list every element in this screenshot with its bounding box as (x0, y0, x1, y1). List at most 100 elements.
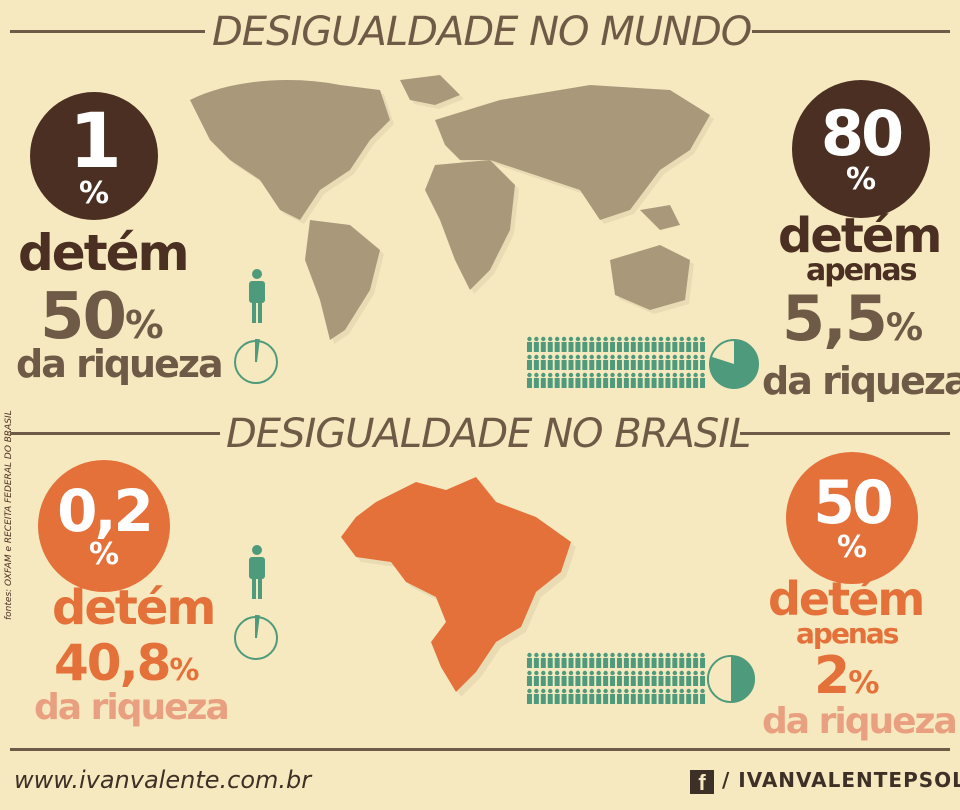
person-icon (623, 688, 629, 704)
world-left-person-icon (249, 269, 265, 323)
person-icon (582, 688, 588, 704)
person-icon (700, 336, 706, 352)
person-icon (616, 336, 622, 352)
person-icon (610, 372, 616, 388)
person-icon (623, 372, 629, 388)
person-icon (589, 670, 595, 686)
brazil-section-title: DESIGUALDADE NO BRASIL (226, 411, 751, 457)
person-icon (533, 372, 539, 388)
person-icon (637, 670, 643, 686)
person-icon (547, 688, 553, 704)
brazil-title-rule-left (10, 432, 220, 435)
person-icon (603, 336, 609, 352)
person-icon (644, 354, 650, 370)
person-icon (658, 652, 664, 668)
person-icon (554, 688, 560, 704)
person-icon (665, 652, 671, 668)
person-icon (533, 354, 539, 370)
person-icon (603, 688, 609, 704)
world-right-percent-circle: 80 % (792, 80, 930, 218)
person-icon (623, 652, 629, 668)
brazil-left-percent-sign: % (88, 537, 120, 572)
world-right-share-sign: % (885, 305, 924, 349)
person-icon (603, 372, 609, 388)
person-icon (679, 670, 685, 686)
brazil-left-percent-value: 0,2 (57, 477, 154, 545)
brazil-crowd-icons (526, 652, 706, 704)
person-icon (561, 652, 567, 668)
person-icon (665, 336, 671, 352)
person-icon (651, 354, 657, 370)
brazil-left-suffix: da riqueza (34, 687, 230, 728)
person-icon (637, 688, 643, 704)
person-icon (665, 372, 671, 388)
person-icon (582, 354, 588, 370)
person-icon (679, 652, 685, 668)
website-link[interactable]: www.ivanvalente.com.br (14, 766, 312, 794)
person-icon (693, 652, 699, 668)
person-icon (637, 336, 643, 352)
world-left-percent-sign: % (78, 176, 110, 211)
person-icon (693, 336, 699, 352)
brazil-left-share: 40,8% (54, 638, 199, 688)
brazil-left-verb: detém (52, 580, 216, 636)
world-right-pie-slice (710, 340, 758, 388)
person-icon (616, 372, 622, 388)
person-icon (568, 354, 574, 370)
person-icon (540, 688, 546, 704)
world-map (190, 75, 714, 344)
person-icon (610, 354, 616, 370)
brazil-right-share: 2% (814, 650, 879, 702)
person-icon (700, 670, 706, 686)
person-icon (679, 688, 685, 704)
person-icon (526, 670, 532, 686)
brazil-right-share-sign: % (848, 665, 880, 701)
person-icon (575, 670, 581, 686)
person-icon (568, 336, 574, 352)
person-icon (644, 670, 650, 686)
person-icon (693, 670, 699, 686)
person-icon (651, 688, 657, 704)
person-icon (540, 670, 546, 686)
brazil-left-person-icon (249, 545, 265, 599)
person-icon (533, 688, 539, 704)
person-icon (616, 652, 622, 668)
brazil-title-rule-right (740, 432, 950, 435)
person-icon (575, 652, 581, 668)
person-icon (554, 670, 560, 686)
person-icon (700, 688, 706, 704)
social-handle[interactable]: / IVANVALENTEPSOL (722, 768, 960, 792)
person-icon (540, 652, 546, 668)
person-icon (630, 688, 636, 704)
world-left-percent-circle: 1 % (30, 92, 158, 220)
world-right-share-value: 5,5 (782, 282, 888, 355)
person-icon (610, 670, 616, 686)
world-left-suffix: da riqueza (16, 342, 224, 386)
brazil-right-pie-chart (706, 654, 756, 704)
brazil-right-percent-circle: 50 % (786, 452, 918, 584)
person-icon (526, 372, 532, 388)
person-icon (540, 372, 546, 388)
person-icon (589, 652, 595, 668)
person-icon (568, 670, 574, 686)
world-right-share: 5,5% (782, 288, 923, 350)
person-icon (686, 336, 692, 352)
person-icon (637, 652, 643, 668)
source-note: fontes: OXFAM e RECEITA FEDERAL DO BRASI… (4, 410, 14, 620)
facebook-icon[interactable]: f (690, 770, 714, 795)
person-icon (616, 354, 622, 370)
person-icon (568, 688, 574, 704)
person-icon (526, 688, 532, 704)
person-icon (596, 652, 602, 668)
person-icon (575, 372, 581, 388)
brazil-left-share-value: 40,8 (54, 634, 171, 692)
person-icon (554, 372, 560, 388)
person-icon (575, 688, 581, 704)
footer-rule (10, 748, 950, 751)
person-icon (630, 670, 636, 686)
person-icon (700, 354, 706, 370)
person-icon (616, 670, 622, 686)
brazil-right-pie-slice (731, 655, 755, 703)
person-icon (582, 670, 588, 686)
person-icon (603, 670, 609, 686)
